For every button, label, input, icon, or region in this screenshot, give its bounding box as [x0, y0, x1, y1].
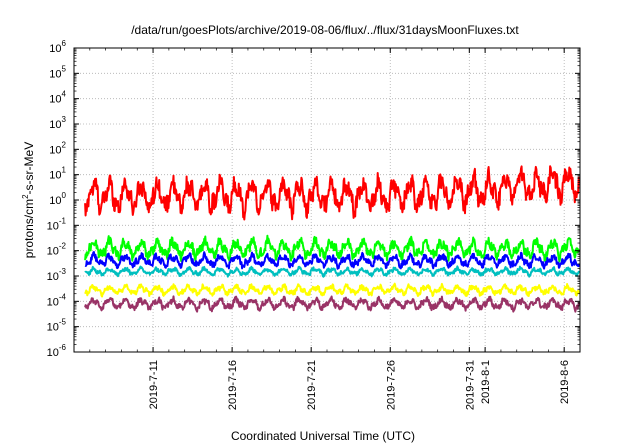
- y-tick-label-base: 10: [49, 68, 61, 80]
- y-tick-label-base: 10: [47, 271, 59, 283]
- y-axis-label-base: protons/cm: [22, 199, 36, 258]
- y-tick-label: 104: [49, 90, 66, 106]
- y-tick-label-exp: 2: [62, 140, 67, 149]
- x-tick-label: 2019-7-16: [227, 360, 239, 410]
- y-tick-label: 101: [49, 166, 66, 182]
- x-tick-label: 2019-8-6: [559, 360, 571, 404]
- y-tick-label-exp: -6: [59, 343, 67, 352]
- y-tick-label-exp: -4: [59, 292, 67, 301]
- y-tick-label-exp: 6: [62, 39, 67, 48]
- y-tick-label-exp: 4: [62, 90, 67, 99]
- series-line: [84, 282, 581, 298]
- y-tick-label-base: 10: [49, 144, 61, 156]
- y-tick-label-exp: 1: [62, 166, 67, 175]
- y-tick-label: 10-1: [47, 216, 67, 232]
- y-axis-label-sup: 2: [21, 194, 30, 199]
- x-tick-label: 2019-7-26: [385, 360, 397, 410]
- x-tick-label: 2019-8-1: [480, 360, 492, 404]
- x-tick-label: 2019-7-21: [306, 360, 318, 410]
- series-line: [84, 251, 581, 270]
- y-tick-label-base: 10: [49, 195, 61, 207]
- y-tick-label-base: 10: [49, 119, 61, 131]
- y-tick-label: 102: [49, 140, 66, 156]
- y-axis: 10610510410310210110010-110-210-310-410-…: [47, 39, 580, 359]
- y-tick-label-exp: 0: [62, 191, 67, 200]
- y-tick-label-exp: 5: [62, 64, 67, 73]
- y-tick-label-base: 10: [49, 94, 61, 106]
- y-tick-label-base: 10: [47, 322, 59, 334]
- chart-title: /data/run/goesPlots/archive/2019-08-06/f…: [131, 23, 519, 37]
- y-tick-label-exp: -3: [59, 267, 67, 276]
- y-tick-label: 10-5: [47, 318, 67, 334]
- y-tick-label-exp: 3: [62, 115, 67, 124]
- y-tick-label-base: 10: [49, 43, 61, 55]
- y-tick-label-base: 10: [47, 296, 59, 308]
- y-tick-label-exp: -5: [59, 318, 67, 327]
- x-axis-label: Coordinated Universal Time (UTC): [231, 429, 415, 443]
- x-tick-label: 2019-7-11: [148, 360, 160, 409]
- series-line: [84, 295, 581, 313]
- y-axis-label: protons/cm2-s-sr-MeV: [21, 142, 36, 258]
- y-tick-label-base: 10: [47, 347, 59, 359]
- series-layer: [84, 165, 581, 313]
- y-tick-label-exp: -2: [59, 242, 67, 251]
- y-tick-label: 10-6: [47, 343, 67, 359]
- y-tick-label-base: 10: [49, 170, 61, 182]
- y-tick-label: 10-4: [47, 292, 67, 308]
- y-tick-label-base: 10: [47, 220, 59, 232]
- series-line: [84, 165, 581, 221]
- y-tick-label: 10-3: [47, 267, 67, 283]
- y-axis-label-rest: -s-sr-MeV: [22, 142, 36, 195]
- y-tick-label: 105: [49, 64, 66, 80]
- y-tick-label: 10-2: [47, 242, 67, 258]
- y-tick-label-exp: -1: [59, 216, 67, 225]
- y-tick-label: 106: [49, 39, 66, 55]
- y-tick-label-base: 10: [47, 246, 59, 258]
- y-tick-label: 103: [49, 115, 66, 131]
- x-tick-label: 2019-7-31: [464, 360, 476, 410]
- series-line: [84, 265, 580, 278]
- y-tick-label: 100: [49, 191, 66, 207]
- x-axis: 2019-7-11 2019-7-16 2019-7-21 2019-7-26 2019…: [89, 48, 571, 410]
